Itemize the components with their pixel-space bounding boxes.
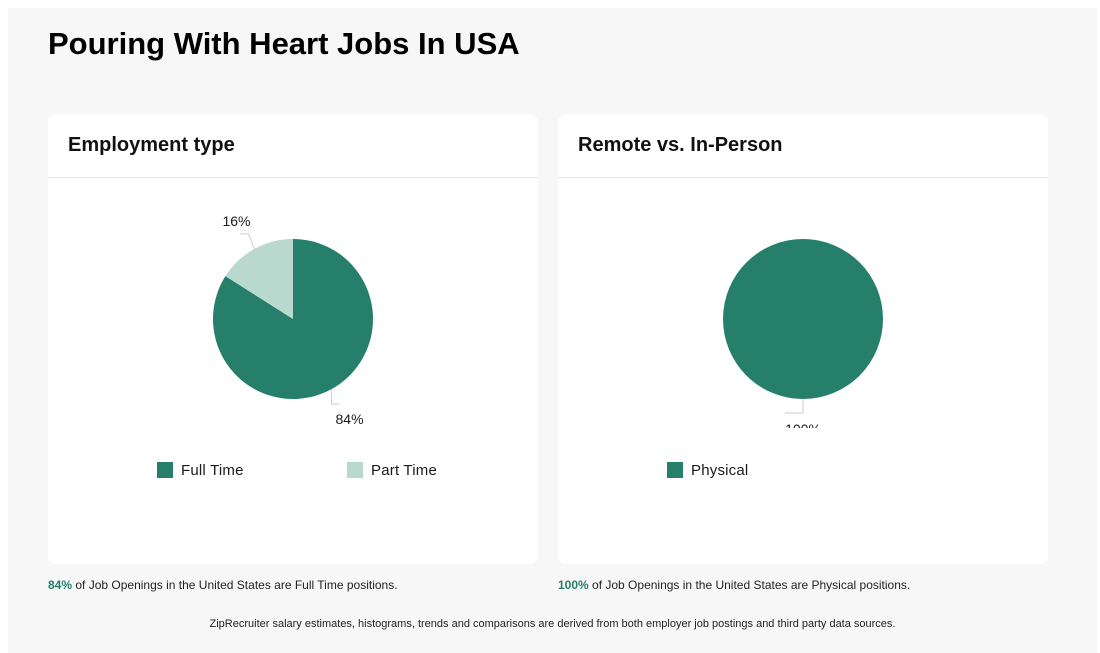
footnote: ZipRecruiter salary estimates, histogram… (209, 618, 896, 630)
card-header: Remote vs. In-Person (558, 114, 1048, 178)
legend-swatch-physical (667, 462, 683, 478)
legend-item-full-time: Full Time (157, 461, 244, 479)
legend-label-full-time: Full Time (181, 461, 244, 479)
legend-item-part-time: Part Time (347, 461, 437, 479)
summary-text: of Job Openings in the United States are… (72, 578, 398, 592)
summary-percent: 100% (558, 578, 589, 592)
legend-label-part-time: Part Time (371, 461, 437, 479)
employment-type-pie-chart: 84% 16% (213, 213, 374, 427)
remote-vs-in-person-card: Remote vs. In-Person 100% Physical (558, 114, 1048, 564)
page-frame: Pouring With Heart Jobs In USA Employmen… (8, 8, 1097, 653)
card-title: Employment type (68, 134, 235, 156)
summary-text: of Job Openings in the United States are… (588, 578, 911, 592)
leader-line-full-time (331, 389, 340, 405)
legend-item-physical: Physical (667, 461, 748, 479)
leader-line-part-time (240, 233, 255, 250)
legend-swatch-full-time (157, 462, 173, 478)
page-title: Pouring With Heart Jobs In USA (48, 26, 520, 61)
remote-vs-in-person-pie-chart: 100% (723, 239, 883, 428)
slice-label-physical: 100% (785, 421, 821, 428)
pie-slice-full-time (213, 239, 374, 399)
employment-type-card: Employment type 84% 16% Full Time Part Ti… (48, 114, 538, 564)
slice-label-part-time: 16% (222, 213, 250, 229)
remote-summary: 100% of Job Openings in the United State… (558, 578, 910, 592)
leader-line-physical (785, 399, 804, 414)
summary-percent: 84% (48, 578, 73, 592)
slice-label-full-time: 84% (336, 411, 364, 427)
pie-slice-physical (723, 239, 883, 399)
legend-swatch-part-time (347, 462, 363, 478)
pie-slice-part-time (225, 239, 293, 319)
card-header: Employment type (48, 114, 538, 178)
card-title: Remote vs. In-Person (578, 134, 783, 156)
legend-label-physical: Physical (691, 461, 749, 479)
employment-type-summary: 84% of Job Openings in the United States… (48, 578, 398, 592)
